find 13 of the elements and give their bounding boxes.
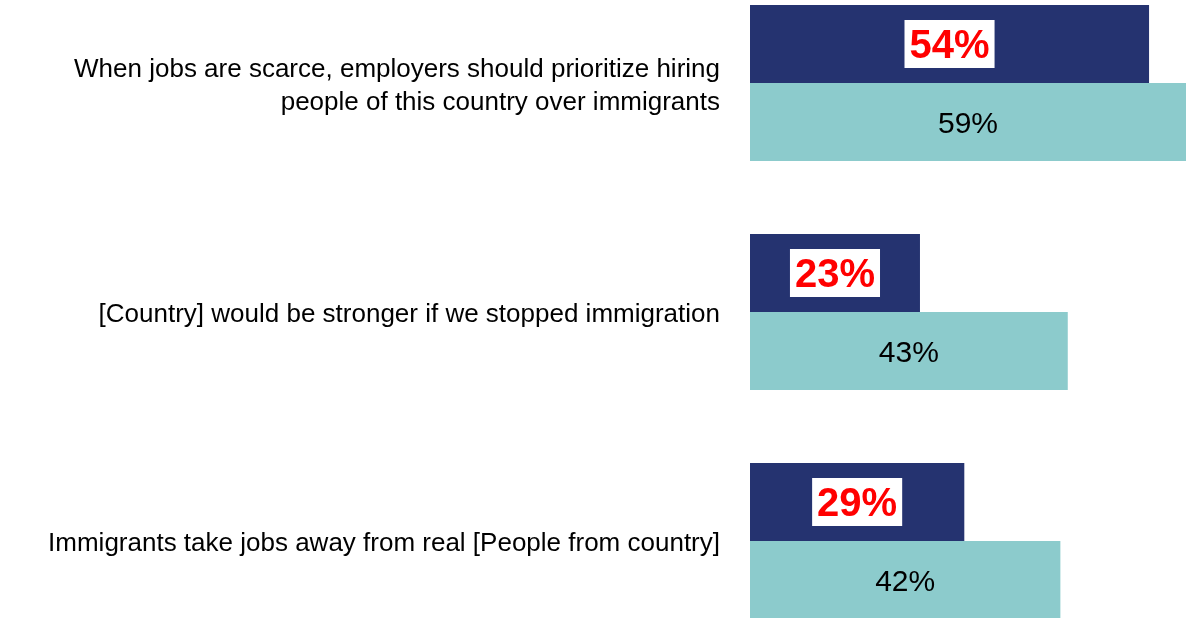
data-label: 23% [794, 251, 876, 295]
data-label: 59% [937, 106, 999, 139]
data-label: 29% [817, 480, 898, 524]
y-tick-label: When jobs are scarce, employers should prioritize hiring people of this country over immigrants [74, 52, 720, 116]
data-label: 42% [875, 564, 936, 597]
bar [750, 83, 1186, 161]
y-tick-label: [Country] would be stronger if we stopped immigration [98, 298, 720, 328]
bar [750, 5, 1150, 83]
bar [750, 541, 1061, 618]
bar [750, 312, 1068, 390]
data-label: 43% [878, 335, 939, 368]
data-label: 54% [909, 22, 990, 66]
y-tick-label: Immigrants take jobs away from real [People from country] [48, 527, 720, 557]
